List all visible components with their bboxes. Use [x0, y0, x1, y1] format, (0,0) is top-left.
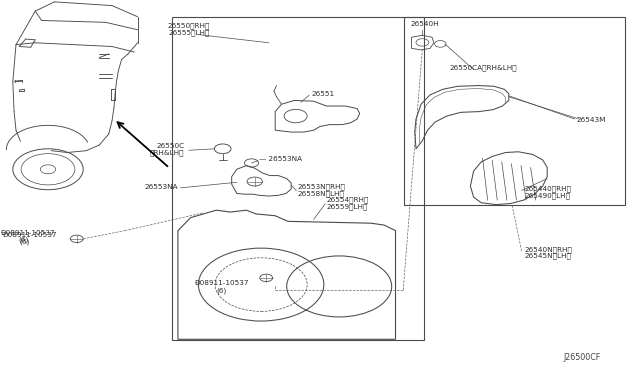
- Text: 26558N（LH）: 26558N（LH）: [298, 190, 344, 197]
- Text: Ð08911-10537: Ð08911-10537: [3, 232, 58, 238]
- Text: Ð08911-10537: Ð08911-10537: [195, 280, 250, 286]
- Text: 26553N（RH）: 26553N（RH）: [298, 183, 346, 190]
- Text: 26555（LH）: 26555（LH）: [168, 29, 209, 36]
- Text: 26545N（LH）: 26545N（LH）: [525, 253, 572, 259]
- Text: 26540H: 26540H: [411, 21, 440, 27]
- Text: (6): (6): [18, 237, 28, 243]
- Text: — 26553NA: — 26553NA: [259, 156, 302, 162]
- Text: 26543M: 26543M: [576, 117, 605, 123]
- Text: 26550C: 26550C: [156, 143, 184, 149]
- Text: 26553NA: 26553NA: [144, 184, 178, 190]
- Text: 265440（RH）: 265440（RH）: [525, 186, 572, 192]
- Text: 265490（LH）: 265490（LH）: [525, 192, 571, 199]
- Text: 26551: 26551: [312, 91, 335, 97]
- Text: (6): (6): [19, 238, 29, 245]
- Bar: [172, 17, 424, 340]
- Text: 26559（LH）: 26559（LH）: [326, 203, 368, 210]
- Text: J26500CF: J26500CF: [563, 353, 600, 362]
- Text: 26540N（RH）: 26540N（RH）: [525, 246, 573, 253]
- Bar: [404, 17, 625, 205]
- Text: 26550CA（RH&LH）: 26550CA（RH&LH）: [449, 64, 517, 71]
- Text: (6): (6): [216, 288, 227, 294]
- Text: （RH&LH）: （RH&LH）: [150, 149, 184, 156]
- Text: Ð08911-10537: Ð08911-10537: [1, 230, 56, 235]
- Text: 26550（RH）: 26550（RH）: [168, 23, 210, 29]
- Text: 26554（RH）: 26554（RH）: [326, 197, 369, 203]
